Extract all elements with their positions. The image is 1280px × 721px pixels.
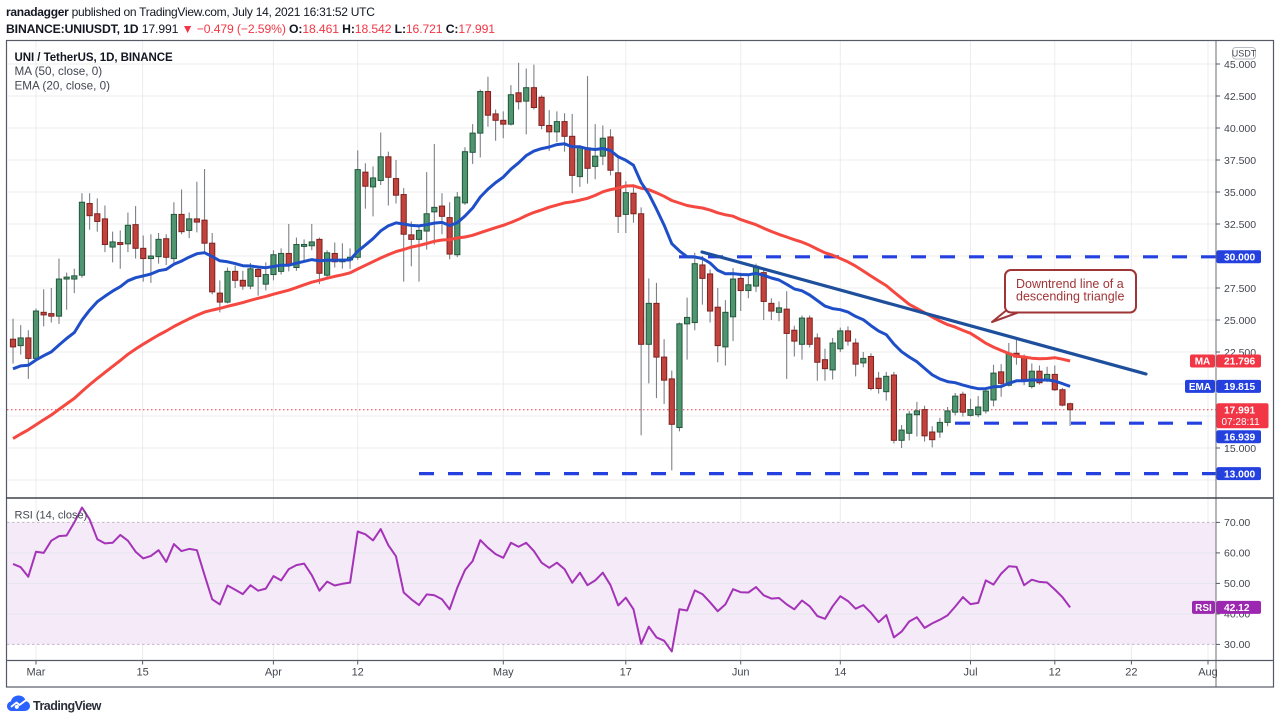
svg-text:70.00: 70.00 xyxy=(1224,517,1250,529)
svg-text:27.500: 27.500 xyxy=(1224,283,1256,295)
svg-text:ranadagger published on Tradin: ranadagger published on TradingView.com,… xyxy=(6,5,375,19)
svg-text:16.939: 16.939 xyxy=(1224,433,1255,444)
svg-text:EMA (20, close, 0): EMA (20, close, 0) xyxy=(15,80,111,93)
svg-text:15: 15 xyxy=(136,667,148,679)
svg-text:USDT: USDT xyxy=(1232,49,1257,59)
svg-text:40.000: 40.000 xyxy=(1224,123,1256,135)
svg-text:35.000: 35.000 xyxy=(1224,187,1256,199)
svg-text:45.000: 45.000 xyxy=(1224,59,1256,71)
svg-text:15.000: 15.000 xyxy=(1224,443,1256,455)
svg-text:17.991: 17.991 xyxy=(1224,405,1255,416)
svg-text:32.500: 32.500 xyxy=(1224,219,1256,231)
svg-text:Apr: Apr xyxy=(265,667,282,679)
svg-text:MA (50, close, 0): MA (50, close, 0) xyxy=(15,65,103,78)
svg-text:EMA: EMA xyxy=(1189,382,1211,393)
svg-text:Downtrend line of a: Downtrend line of a xyxy=(1016,277,1124,291)
svg-text:TradingView: TradingView xyxy=(33,699,102,713)
svg-text:60.00: 60.00 xyxy=(1224,548,1250,560)
svg-text:25.000: 25.000 xyxy=(1224,315,1256,327)
svg-text:07:28:11: 07:28:11 xyxy=(1222,417,1261,428)
svg-text:22: 22 xyxy=(1125,667,1137,679)
svg-text:12: 12 xyxy=(1049,667,1061,679)
svg-text:21.796: 21.796 xyxy=(1224,357,1255,368)
svg-text:Mar: Mar xyxy=(27,667,46,679)
svg-text:13.000: 13.000 xyxy=(1224,469,1255,480)
svg-text:Jul: Jul xyxy=(963,667,977,679)
svg-text:14: 14 xyxy=(834,667,846,679)
svg-text:descending triangle: descending triangle xyxy=(1016,290,1124,304)
svg-text:Aug: Aug xyxy=(1198,667,1218,679)
svg-text:50.00: 50.00 xyxy=(1224,578,1250,590)
svg-text:37.500: 37.500 xyxy=(1224,155,1256,167)
svg-text:42.500: 42.500 xyxy=(1224,91,1256,103)
svg-text:30.00: 30.00 xyxy=(1224,639,1250,651)
svg-text:17: 17 xyxy=(620,667,632,679)
svg-text:RSI: RSI xyxy=(1195,603,1212,614)
svg-text:RSI (14, close): RSI (14, close) xyxy=(15,510,88,522)
svg-text:May: May xyxy=(493,667,514,679)
svg-text:MA: MA xyxy=(1195,357,1211,368)
svg-text:19.815: 19.815 xyxy=(1224,382,1255,393)
svg-text:BINANCE:UNIUSDT, 1D 17.991 ▼ −: BINANCE:UNIUSDT, 1D 17.991 ▼ −0.479 (−2.… xyxy=(6,22,495,36)
svg-text:12: 12 xyxy=(352,667,364,679)
svg-text:42.12: 42.12 xyxy=(1224,603,1250,614)
svg-text:UNI / TetherUS, 1D, BINANCE: UNI / TetherUS, 1D, BINANCE xyxy=(15,52,174,64)
svg-text:30.000: 30.000 xyxy=(1224,253,1255,264)
svg-text:Jun: Jun xyxy=(732,667,750,679)
